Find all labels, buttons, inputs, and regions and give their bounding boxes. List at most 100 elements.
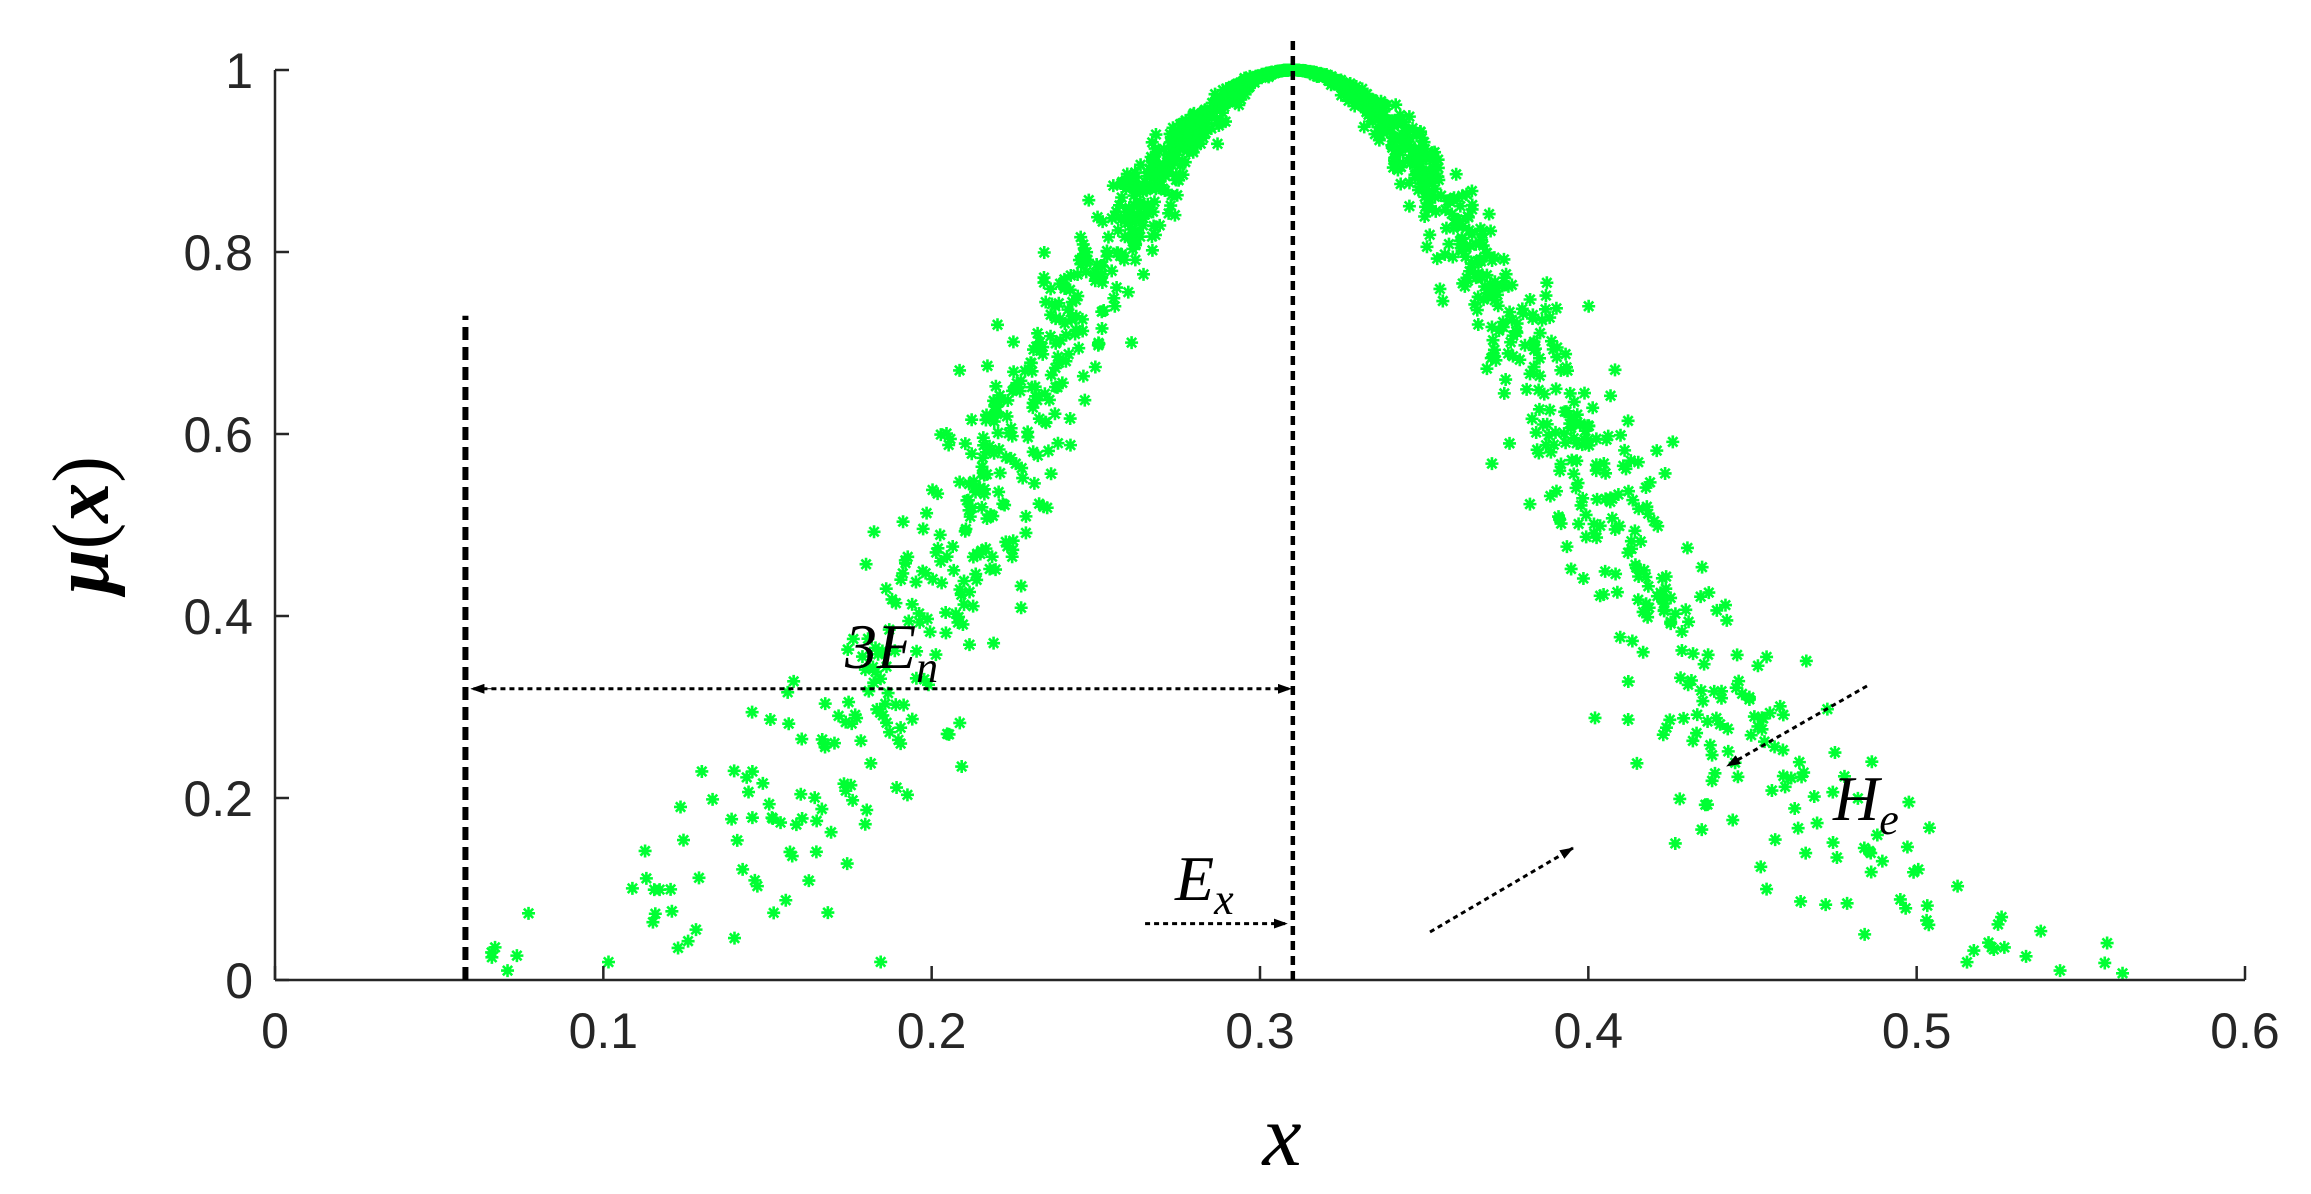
data-point <box>1539 302 1552 316</box>
data-point <box>1402 176 1416 190</box>
data-point <box>1560 540 1574 554</box>
data-point <box>1442 237 1456 251</box>
data-point <box>1668 836 1682 850</box>
data-point <box>824 825 838 839</box>
data-point <box>1145 243 1159 257</box>
data-point <box>1720 613 1734 627</box>
x-tick-label: 0.1 <box>569 1003 639 1059</box>
data-point <box>1169 173 1183 187</box>
data-point <box>955 760 969 774</box>
data-point <box>1097 304 1111 318</box>
data-point <box>1108 299 1122 313</box>
data-point <box>1182 118 1196 132</box>
data-point <box>1407 143 1421 157</box>
data-point <box>1543 489 1557 503</box>
data-point <box>1031 449 1045 463</box>
data-point <box>1078 393 1092 407</box>
data-point <box>1430 252 1444 266</box>
data-point <box>912 606 926 620</box>
data-point <box>947 563 961 577</box>
data-point <box>1486 333 1500 347</box>
data-point <box>1533 369 1547 383</box>
data-point <box>848 708 862 722</box>
data-point <box>1549 301 1563 315</box>
data-point <box>1399 132 1413 146</box>
data-point <box>2053 964 2067 978</box>
data-point <box>1471 317 1485 331</box>
data-point <box>1095 259 1109 273</box>
data-point <box>1145 230 1159 244</box>
data-point <box>1673 792 1687 806</box>
data-point <box>869 665 883 679</box>
data-point <box>1639 570 1653 584</box>
data-point <box>1147 195 1161 209</box>
y-tick-label: 0 <box>225 953 253 1009</box>
data-point <box>1072 341 1086 355</box>
data-point <box>1758 735 1771 749</box>
data-point <box>931 541 945 555</box>
data-point <box>1134 158 1148 172</box>
data-point <box>1565 453 1579 467</box>
data-point <box>966 599 980 613</box>
data-point <box>1132 205 1146 219</box>
data-point <box>794 787 808 801</box>
data-point <box>923 625 937 639</box>
data-point <box>845 717 859 731</box>
data-point <box>639 871 653 885</box>
data-point <box>1149 128 1163 142</box>
data-point <box>1636 605 1650 619</box>
data-point <box>1415 149 1429 163</box>
he-arrow-lower <box>1429 846 1574 934</box>
data-point <box>1446 221 1460 235</box>
data-point <box>665 904 679 918</box>
data-point <box>1345 79 1359 93</box>
data-point <box>1115 176 1129 190</box>
data-point <box>1621 713 1635 727</box>
data-point <box>1773 699 1787 713</box>
data-point <box>1059 328 1073 342</box>
data-point <box>1158 183 1172 197</box>
data-point <box>1013 384 1027 398</box>
data-point <box>896 566 910 580</box>
data-point <box>1668 607 1682 621</box>
data-point <box>1100 244 1114 258</box>
data-point <box>1166 121 1180 135</box>
data-point <box>1922 918 1936 932</box>
data-point <box>1074 230 1088 244</box>
data-point <box>1355 82 1369 96</box>
data-point <box>1135 181 1149 195</box>
data-point <box>1549 425 1563 439</box>
data-point <box>1523 497 1537 511</box>
data-point <box>1420 240 1434 254</box>
data-point <box>1696 694 1710 708</box>
data-point <box>1703 738 1717 752</box>
data-point <box>1553 464 1567 478</box>
data-point <box>1127 189 1141 203</box>
data-point <box>1590 492 1604 506</box>
data-point <box>1695 560 1709 574</box>
data-point <box>787 674 801 688</box>
data-point <box>1631 455 1645 469</box>
data-point <box>664 882 678 896</box>
data-point <box>1922 821 1936 835</box>
x-axis-label: x <box>1260 1088 1301 1185</box>
data-point <box>1608 522 1622 536</box>
data-point <box>985 550 999 564</box>
data-point <box>1462 223 1476 237</box>
data-point <box>898 553 912 567</box>
data-point <box>1568 417 1582 431</box>
data-point <box>1160 155 1174 169</box>
data-point <box>1837 769 1851 783</box>
data-point <box>1581 433 1595 447</box>
data-point <box>1198 103 1212 117</box>
data-point <box>1131 197 1145 211</box>
data-point <box>1124 222 1138 236</box>
data-point <box>839 715 853 729</box>
data-point <box>1529 426 1543 440</box>
data-point <box>940 550 954 564</box>
data-point <box>1621 414 1635 428</box>
data-point <box>1005 550 1019 564</box>
data-point <box>879 660 893 674</box>
data-point <box>815 732 829 746</box>
data-point <box>1754 860 1768 874</box>
